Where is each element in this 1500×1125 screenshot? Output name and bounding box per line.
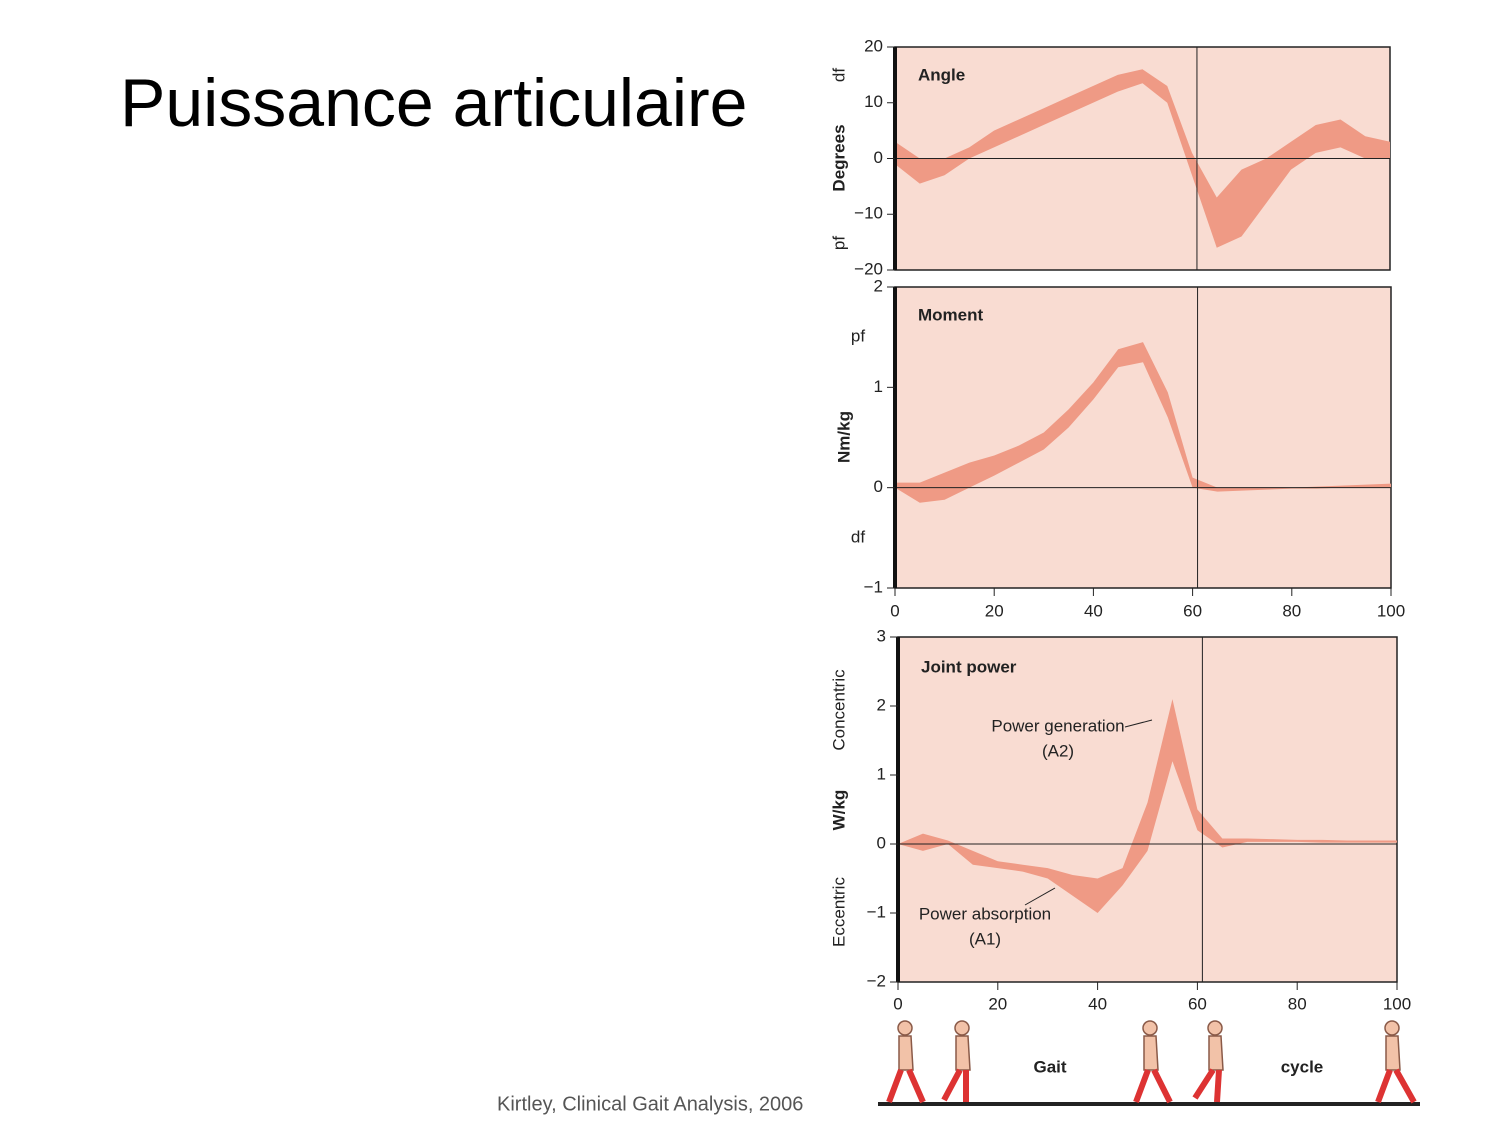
gait-label: Gait (1033, 1057, 1066, 1076)
x-tick-label: 20 (985, 601, 1004, 620)
y-tick-label: −1 (867, 902, 886, 921)
slide-title: Puissance articulaire (120, 65, 747, 141)
y-tick-label: −1 (864, 577, 883, 596)
annotation: Power generation (991, 716, 1124, 735)
leader-line (1124, 719, 1153, 728)
x-tick-label: 0 (890, 601, 899, 620)
y-tick-label: 1 (874, 377, 883, 396)
annotation: (A2) (1042, 741, 1074, 760)
y-axis-label: W/kg (829, 790, 848, 831)
y-tick-label: −10 (854, 204, 883, 223)
chart-title: Joint power (921, 657, 1017, 676)
citation: Kirtley, Clinical Gait Analysis, 2006 (497, 1093, 803, 1115)
x-tick-label: 60 (1188, 994, 1207, 1013)
y-tick-label: 2 (874, 276, 883, 295)
x-tick-label: 100 (1377, 601, 1405, 620)
y-tick-label: 0 (874, 477, 883, 496)
chart-title: Angle (918, 65, 965, 84)
x-tick-label: 40 (1088, 994, 1107, 1013)
x-tick-label: 60 (1183, 601, 1202, 620)
y-tick-label: 0 (877, 833, 886, 852)
y-axis-label: Eccentric (829, 877, 848, 947)
chart-title: Moment (918, 305, 984, 324)
band (895, 69, 1390, 248)
leader-line (1024, 887, 1056, 906)
band (895, 342, 1391, 503)
annotation: Power absorption (919, 904, 1051, 923)
x-tick-label: 80 (1288, 994, 1307, 1013)
y-tick-label: 1 (877, 764, 886, 783)
plot-area (894, 286, 1392, 589)
gait-figures (886, 1020, 1417, 1104)
y-tick-label: 2 (877, 695, 886, 714)
y-axis-label: Nm/kg (834, 411, 853, 463)
y-tick-label: 20 (864, 36, 883, 55)
y-axis-label: pf (851, 326, 865, 345)
y-axis-label: pf (829, 236, 848, 250)
x-tick-label: 80 (1282, 601, 1301, 620)
y-axis-label: df (851, 527, 865, 546)
y-axis-label: Concentric (829, 669, 848, 751)
x-tick-label: 100 (1383, 994, 1411, 1013)
annotation: (A1) (969, 929, 1001, 948)
x-tick-label: 40 (1084, 601, 1103, 620)
y-tick-label: 10 (864, 92, 883, 111)
y-tick-label: 3 (877, 626, 886, 645)
y-tick-label: 0 (874, 148, 883, 167)
y-axis-label: Degrees (829, 124, 848, 191)
x-tick-label: 20 (988, 994, 1007, 1013)
y-tick-label: −20 (854, 259, 883, 278)
x-tick-label: 0 (893, 994, 902, 1013)
y-axis-label: df (829, 68, 848, 82)
gait-label: cycle (1281, 1057, 1324, 1076)
y-tick-label: −2 (867, 971, 886, 990)
band (898, 699, 1397, 913)
